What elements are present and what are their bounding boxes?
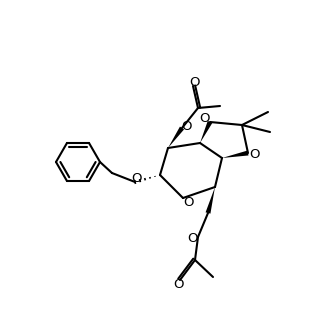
Text: O: O bbox=[199, 113, 209, 125]
Polygon shape bbox=[168, 127, 184, 148]
Polygon shape bbox=[206, 187, 215, 214]
Text: O: O bbox=[187, 232, 197, 245]
Text: O: O bbox=[132, 172, 142, 184]
Text: O: O bbox=[184, 195, 194, 209]
Text: O: O bbox=[173, 278, 183, 290]
Polygon shape bbox=[200, 121, 212, 143]
Polygon shape bbox=[222, 150, 248, 158]
Text: O: O bbox=[190, 77, 200, 89]
Text: O: O bbox=[182, 120, 192, 134]
Text: O: O bbox=[250, 148, 260, 160]
